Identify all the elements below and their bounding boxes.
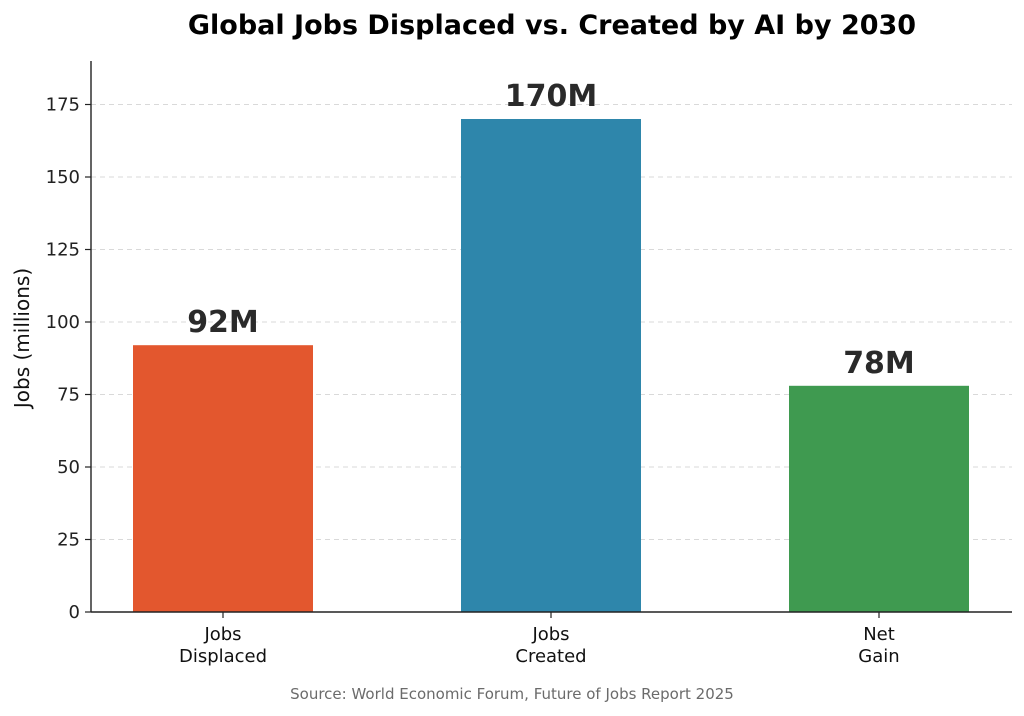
bars [133,119,969,612]
y-ticks: 0 25 50 75 100 125 150 175 [46,95,91,623]
y-tick-label: 125 [46,240,80,261]
x-tick-label: Jobs [531,624,569,645]
chart-title: Global Jobs Displaced vs. Created by AI … [188,10,916,41]
bar [789,385,969,612]
data-label: 92M [187,305,259,340]
x-tick-label: Gain [858,646,899,667]
data-labels: 92M 170M 78M [187,79,915,381]
data-label: 78M [843,346,915,381]
x-tick-label: Created [515,646,586,667]
bar [133,345,313,612]
y-tick-label: 75 [57,385,80,406]
y-tick-label: 150 [46,167,80,188]
source-note: Source: World Economic Forum, Future of … [290,685,734,703]
x-tick-label: Jobs [203,624,241,645]
y-tick-label: 50 [57,457,80,478]
y-axis-title: Jobs (millions) [10,268,34,410]
y-tick-label: 100 [46,312,80,333]
data-label: 170M [505,79,597,114]
y-tick-label: 175 [46,95,80,116]
x-tick-label: Displaced [179,646,267,667]
y-tick-label: 25 [57,530,80,551]
y-tick-label: 0 [69,602,80,623]
x-tick-label: Net [863,624,895,645]
bar [461,119,641,612]
